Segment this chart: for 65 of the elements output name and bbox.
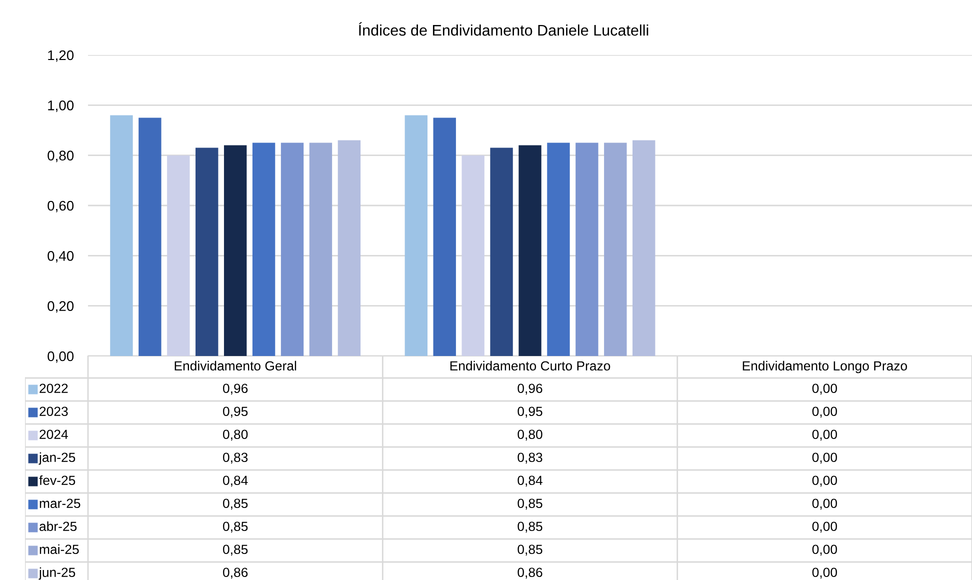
legend-label: 2022 bbox=[40, 384, 68, 394]
y-tick-label: 0,60 bbox=[48, 200, 74, 212]
legend-label: abr-25 bbox=[40, 521, 77, 532]
data-label: 0,96 bbox=[518, 384, 542, 395]
data-label: 0,00 bbox=[812, 568, 837, 579]
bar bbox=[433, 118, 456, 356]
data-label: 0,83 bbox=[223, 452, 248, 464]
x-tick-label: Endividamento Curto Prazo bbox=[450, 360, 610, 371]
data-label: 0,00 bbox=[812, 430, 837, 441]
data-label: 0,00 bbox=[812, 544, 837, 556]
data-label: 0,96 bbox=[223, 384, 248, 395]
legend-label: 2023 bbox=[40, 406, 68, 416]
bar bbox=[462, 155, 484, 356]
legend-label: jan-25 bbox=[38, 452, 76, 465]
y-tick-label: 0,00 bbox=[48, 351, 74, 363]
data-label: 0,84 bbox=[518, 476, 542, 487]
bar bbox=[404, 115, 428, 356]
legend-label: mar-25 bbox=[40, 498, 80, 508]
chart-title: Índices de Endividamento Daniele Lucatelli bbox=[358, 22, 648, 36]
y-tick-label: 0,40 bbox=[48, 251, 74, 262]
data-label: 0,95 bbox=[223, 406, 248, 418]
bar bbox=[338, 140, 361, 356]
bar bbox=[224, 145, 247, 356]
data-label: 0,85 bbox=[223, 498, 248, 510]
data-label: 0,85 bbox=[223, 522, 248, 533]
data-label: 0,00 bbox=[812, 498, 837, 510]
y-tick-label: 0,20 bbox=[48, 301, 74, 313]
bar bbox=[632, 140, 656, 356]
data-label: 0,85 bbox=[518, 522, 542, 533]
bar bbox=[280, 142, 304, 356]
data-label: 0,83 bbox=[518, 452, 542, 464]
data-label: 0,84 bbox=[223, 476, 248, 487]
data-label: 0,95 bbox=[518, 406, 542, 418]
data-label: 0,00 bbox=[812, 406, 837, 418]
bar bbox=[167, 155, 190, 356]
y-tick-label: 0,80 bbox=[48, 150, 74, 162]
bar bbox=[110, 115, 133, 356]
data-label: 0,00 bbox=[812, 476, 837, 487]
bar bbox=[518, 145, 542, 356]
bar bbox=[138, 118, 162, 356]
x-tick-label: Endividamento Longo Prazo bbox=[742, 360, 908, 374]
bar bbox=[576, 142, 598, 356]
data-label: 0,00 bbox=[812, 522, 837, 533]
bar bbox=[604, 142, 627, 356]
data-label: 0,85 bbox=[518, 544, 542, 556]
y-tick-label: 1,00 bbox=[48, 100, 74, 112]
data-label: 0,85 bbox=[223, 544, 248, 556]
legend-label: mai-25 bbox=[40, 544, 79, 554]
legend-label: fev-25 bbox=[39, 475, 76, 486]
bar bbox=[196, 148, 218, 356]
legend-label: jun-25 bbox=[38, 567, 76, 580]
data-label: 0,80 bbox=[223, 430, 248, 441]
data-label: 0,00 bbox=[812, 384, 837, 395]
data-label: 0,86 bbox=[518, 568, 542, 579]
x-tick-label: Endividamento Geral bbox=[174, 360, 296, 371]
legend-label: 2024 bbox=[40, 430, 68, 440]
data-label: 0,86 bbox=[223, 568, 248, 579]
bar bbox=[547, 142, 570, 356]
data-label: 0,80 bbox=[518, 430, 542, 441]
data-label: 0,85 bbox=[518, 498, 542, 510]
bar bbox=[309, 142, 332, 356]
bar bbox=[490, 148, 513, 356]
data-label: 0,00 bbox=[812, 452, 837, 464]
bar bbox=[252, 142, 276, 356]
y-tick-label: 1,20 bbox=[48, 50, 74, 62]
